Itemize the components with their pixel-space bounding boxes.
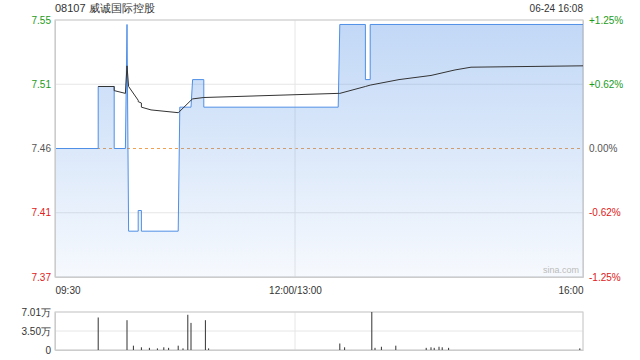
volume-bar [375, 348, 376, 350]
volume-bar [168, 348, 169, 350]
volume-bar [448, 348, 449, 350]
title: 08107 威诚国际控股 [55, 2, 155, 14]
grid-line [55, 331, 583, 332]
tick: 7.55 [32, 15, 55, 26]
volume-bar [371, 312, 372, 350]
tick-label: 7.37 [32, 272, 52, 283]
tick-label: 7.51 [32, 79, 52, 90]
tick-label: +0.62% [589, 79, 623, 90]
tick: -1.25% [583, 272, 621, 283]
tick-label: -1.25% [589, 272, 621, 283]
volume-bar [395, 346, 396, 350]
grid [55, 20, 583, 277]
tick-label: 0 [45, 345, 51, 356]
volume-grid [55, 312, 583, 350]
volume-bar [149, 348, 150, 350]
volume-x-axis [56, 350, 584, 352]
subtitle: 06-24 16:08 [530, 3, 584, 14]
tick-label: 12:00/13:00 [269, 285, 322, 296]
tick-label: 7.55 [32, 15, 52, 26]
volume-bar [431, 347, 432, 350]
tick: 0.00% [583, 143, 617, 154]
tick-label: 09:30 [56, 285, 81, 296]
plot-frame [55, 20, 583, 277]
volume-bar [178, 346, 179, 350]
plot-area [55, 24, 583, 277]
tick: 09:30 [56, 277, 81, 296]
volume-bar [133, 346, 134, 350]
tick: 0 [45, 345, 55, 356]
watermark: sina.com [543, 265, 579, 275]
volume-bar [442, 347, 443, 350]
volume-bar [183, 348, 184, 350]
tick-label: 16:00 [558, 285, 583, 296]
tick: 3.50万 [22, 326, 55, 337]
grid-line [295, 312, 296, 350]
tick: +0.62% [583, 79, 623, 90]
price-area [55, 24, 583, 277]
axis-line [56, 277, 584, 278]
tick: 7.41 [32, 207, 55, 218]
volume-bar [208, 348, 209, 350]
volume-frame [55, 312, 583, 350]
tick: 7.37 [32, 272, 55, 283]
axis-line [56, 350, 584, 351]
volume-bar [381, 347, 382, 350]
tick-label: 7.41 [32, 207, 52, 218]
tick-label: -0.62% [589, 207, 621, 218]
tick: 7.46 [32, 143, 55, 154]
volume-bar [187, 315, 188, 350]
y2-axis: +1.25% +0.62% 0.00% -0.62% -1.25% [583, 15, 623, 283]
tick-label: 7.01万 [22, 307, 51, 318]
tick-label: +1.25% [589, 15, 623, 26]
tick-label: 3.50万 [22, 326, 51, 337]
volume-bar [426, 348, 427, 350]
tick-label: 0.00% [589, 143, 617, 154]
volume-bar [163, 347, 164, 350]
price-line [55, 24, 583, 231]
volume-bar [434, 348, 435, 350]
volume-bar [579, 348, 580, 350]
tick: 7.01万 [22, 307, 55, 318]
volume-bar [98, 317, 99, 350]
volume-bar [141, 347, 142, 350]
tick: 7.51 [32, 79, 55, 90]
axis-line [583, 21, 584, 278]
tick: +1.25% [583, 15, 623, 26]
y-axis: 7.55 7.51 7.46 7.41 7.37 [32, 15, 56, 283]
chart: 08107 威诚国际控股06-24 16:087.557.517.467.417… [0, 0, 640, 360]
volume-bars [98, 312, 581, 350]
x-axis: 09:30 12:00/13:00 16:00 [56, 277, 584, 296]
volume-y-axis: 0 3.50万 7.01万 [22, 307, 56, 356]
volume-bar [191, 323, 192, 350]
average-line [98, 66, 583, 113]
volume-bar [439, 347, 440, 350]
tick: 16:00 [558, 277, 583, 296]
volume-bar [339, 343, 340, 350]
axis-line [55, 313, 56, 351]
volume-bar [205, 320, 206, 350]
tick: 12:00/13:00 [269, 277, 322, 296]
volume-bar [127, 320, 128, 350]
tick-label: 7.46 [32, 143, 52, 154]
tick: -0.62% [583, 207, 621, 218]
volume-bar [344, 347, 345, 350]
volume-bar [157, 348, 158, 350]
axis-line [55, 21, 56, 278]
